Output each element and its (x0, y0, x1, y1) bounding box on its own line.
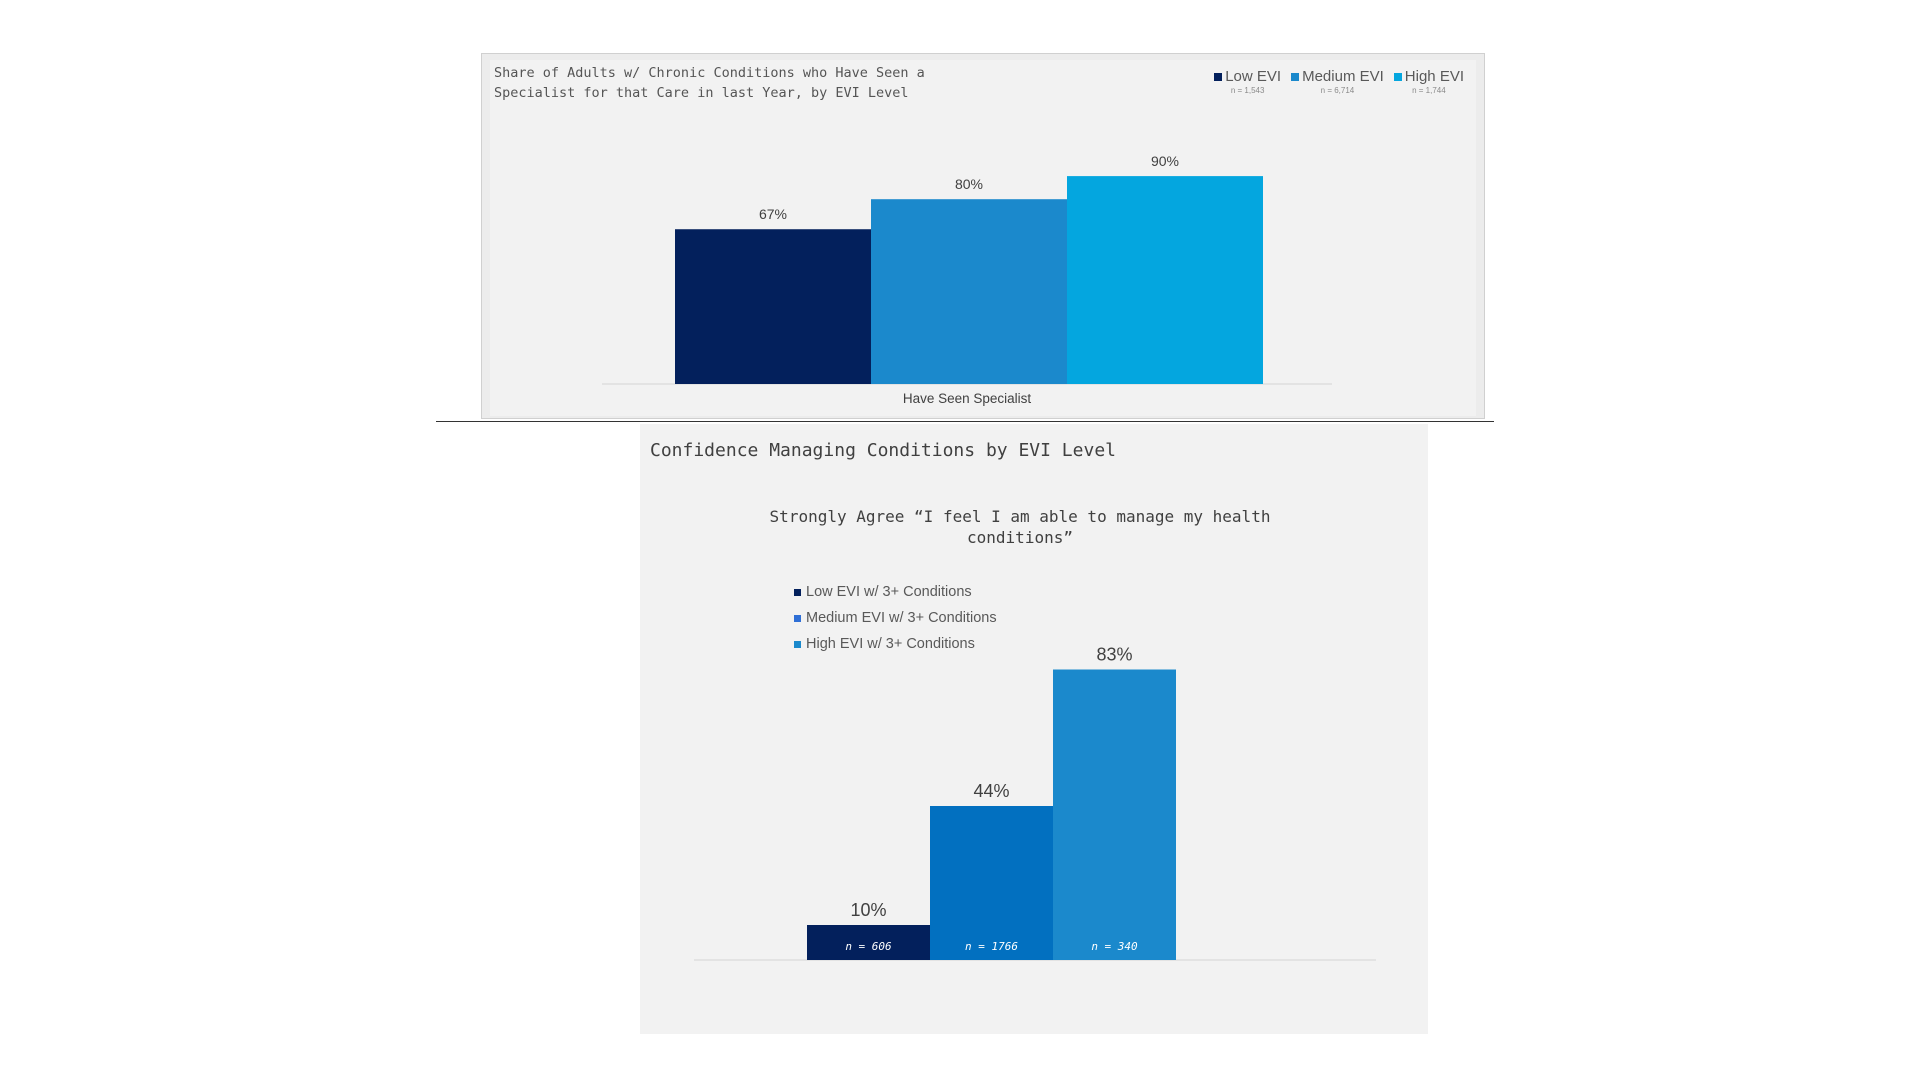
data-label-high-evi-w-3plus-conditions: 83% (1096, 645, 1132, 665)
specialist-chart-panel: Share of Adults w/ Chronic Conditions wh… (481, 53, 1485, 419)
confidence-chart-plot: 10% n = 606 44% n = 1766 83% n = 340 (694, 645, 1376, 961)
legend-label-low-evi: Low EVI (1225, 68, 1282, 85)
bar-high-evi (1067, 176, 1263, 384)
bar-high-evi-w-3plus-conditions (1053, 669, 1176, 960)
legend-label-medium-evi: Medium EVI (1302, 68, 1384, 85)
legend-swatch-medium-evi-3plus (794, 614, 801, 622)
legend-item-low-evi: Low EVI n = 1,543 (1214, 68, 1281, 95)
legend-label-medium-evi-3plus: Medium EVI w/ 3+ Conditions (806, 610, 997, 626)
legend-item-medium-evi: Medium EVI n = 6,714 (1291, 68, 1384, 95)
data-label-low-evi-w-3plus-conditions: 10% (850, 900, 886, 920)
legend-swatch-low-evi-3plus (794, 588, 801, 596)
specialist-chart-plot: 67% 80% 90% Have Seen Specialist (602, 153, 1332, 406)
legend-n-low-evi: n = 1,543 (1230, 86, 1265, 95)
data-label-high-evi: 90% (1151, 153, 1179, 169)
legend-n-high-evi: n = 1,744 (1412, 86, 1446, 95)
legend-swatch-medium-evi (1291, 72, 1300, 81)
section-divider (436, 421, 1494, 422)
bar-low-evi (675, 229, 871, 384)
legend-swatch-low-evi (1214, 72, 1223, 81)
legend-item-low-evi-3plus: Low EVI w/ 3+ Conditions (794, 579, 997, 605)
legend-item-high-evi-3plus: High EVI w/ 3+ Conditions (794, 631, 997, 657)
legend-label-low-evi-3plus: Low EVI w/ 3+ Conditions (806, 584, 972, 600)
legend-swatch-high-evi (1393, 72, 1402, 81)
specialist-chart-category-label: Have Seen Specialist (903, 391, 1032, 406)
confidence-chart-title: Confidence Managing Conditions by EVI Le… (650, 440, 1116, 461)
legend-item-medium-evi-3plus: Medium EVI w/ 3+ Conditions (794, 605, 997, 631)
n-label-low-evi-w-3plus-conditions: n = 606 (845, 940, 892, 953)
confidence-chart-subtitle: Strongly Agree “I feel I am able to mana… (769, 507, 1271, 547)
specialist-chart-title: Share of Adults w/ Chronic Conditions wh… (494, 65, 925, 101)
specialist-chart-legend: Low EVI n = 1,543 Medium EVI n = 6,714 H… (1214, 68, 1464, 95)
data-label-medium-evi: 80% (955, 176, 983, 192)
bar-low-evi-w-3plus-conditions (807, 925, 930, 960)
data-label-low-evi: 67% (759, 206, 787, 222)
legend-n-medium-evi: n = 6,714 (1320, 86, 1355, 95)
legend-item-high-evi: High EVI n = 1,744 (1393, 68, 1464, 95)
legend-label-high-evi-3plus: High EVI w/ 3+ Conditions (806, 636, 975, 652)
n-label-medium-evi-w-3plus-conditions: n = 1766 (965, 940, 1018, 953)
n-label-high-evi-w-3plus-conditions: n = 340 (1091, 940, 1138, 953)
legend-label-high-evi: High EVI (1404, 68, 1464, 85)
specialist-chart-area: Share of Adults w/ Chronic Conditions wh… (490, 60, 1476, 416)
data-label-medium-evi-w-3plus-conditions: 44% (973, 781, 1009, 801)
confidence-chart-panel: Confidence Managing Conditions by EVI Le… (640, 424, 1428, 1034)
legend-swatch-high-evi-3plus (794, 640, 801, 648)
confidence-chart-legend: Low EVI w/ 3+ Conditions Medium EVI w/ 3… (794, 579, 997, 657)
bar-medium-evi-w-3plus-conditions (930, 806, 1053, 960)
bar-medium-evi (871, 199, 1067, 384)
